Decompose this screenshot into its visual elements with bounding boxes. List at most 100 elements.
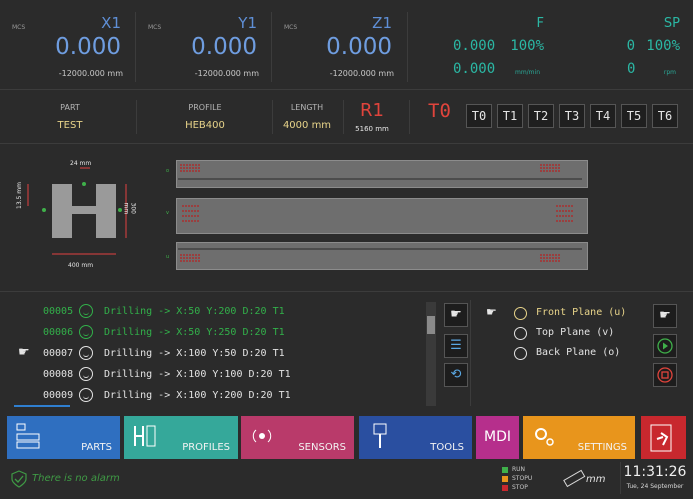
list-view-button[interactable]: ☰ [444, 334, 468, 358]
menu-sensors-button[interactable]: SENSORS [241, 416, 354, 459]
hole-marker [540, 170, 542, 172]
hole-marker [180, 164, 182, 166]
spindle-panel: SP 0 100% 0 rpm [548, 0, 683, 88]
hole-marker [192, 254, 194, 256]
hole-marker [568, 220, 570, 222]
length-value[interactable]: 4000 mm [282, 120, 332, 131]
hole-marker [552, 167, 554, 169]
shield-check-icon [11, 470, 27, 488]
axis-y-coord-system: MCS [148, 24, 162, 31]
dim-width: 400 mm [68, 262, 94, 269]
done-status-icon [79, 304, 93, 318]
hand-pointer-button[interactable]: ☛ [444, 303, 468, 327]
hole-marker [565, 220, 567, 222]
program-command: Drilling -> X:50 Y:250 D:20 T1 [104, 327, 285, 338]
hole-marker [558, 164, 560, 166]
hole-marker [549, 164, 551, 166]
hole-marker [562, 210, 564, 212]
program-command: Drilling -> X:100 Y:50 D:20 T1 [104, 348, 285, 359]
hole-marker [195, 164, 197, 166]
menu-settings-button[interactable]: SETTINGS [523, 416, 635, 459]
row-length: 5160 mm [355, 125, 389, 133]
run-led-icon [502, 467, 508, 473]
hole-marker [549, 254, 551, 256]
hole-marker [197, 210, 199, 212]
menu-tools-button[interactable]: TOOLS [359, 416, 472, 459]
beam-plane-o: o [166, 158, 588, 188]
program-row[interactable]: 00006 Drilling -> X:50 Y:250 D:20 T1 [10, 325, 410, 343]
plane-marker-v: v [166, 210, 169, 216]
tool-button-t0[interactable]: T0 [466, 104, 492, 128]
done-status-icon [79, 325, 93, 339]
alarm-message: There is no alarm [32, 473, 120, 484]
program-row[interactable]: 00008 Drilling -> X:100 Y:100 D:20 T1 [10, 367, 410, 385]
hole-marker [571, 215, 573, 217]
program-row[interactable]: ☛ 00007 Drilling -> X:100 Y:50 D:20 T1 [10, 345, 410, 364]
ruler-icon [563, 469, 586, 488]
smile-icon [514, 327, 527, 340]
tool-button-t6[interactable]: T6 [652, 104, 678, 128]
hole-marker [186, 257, 188, 259]
axis-x-panel: MCS X1 0.000 -12000.000 mm [0, 0, 135, 88]
hole-marker [543, 254, 545, 256]
hole-marker [558, 167, 560, 169]
exit-button[interactable] [641, 416, 686, 459]
hole-marker [186, 260, 188, 262]
plane-item-front[interactable]: Front Plane (u) [514, 307, 627, 320]
hand-pointer-button-right[interactable]: ☛ [653, 304, 677, 328]
clock-time: 11:31:26 [623, 464, 687, 480]
tool-button-t1[interactable]: T1 [497, 104, 523, 128]
menu-parts-button[interactable]: PARTS [7, 416, 120, 459]
program-scrollbar[interactable] [426, 302, 436, 406]
tool-button-t2[interactable]: T2 [528, 104, 554, 128]
tool-button-t3[interactable]: T3 [559, 104, 585, 128]
hole-marker [189, 254, 191, 256]
hole-marker [191, 220, 193, 222]
axis-y-panel: MCS Y1 0.000 -12000.000 mm [136, 0, 271, 88]
hole-marker [183, 167, 185, 169]
plane-item-top[interactable]: Top Plane (v) [514, 327, 614, 340]
alarm-status[interactable]: There is no alarm [10, 470, 210, 488]
hole-marker [189, 167, 191, 169]
axis-z-coord-system: MCS [284, 24, 298, 31]
hole-marker [555, 170, 557, 172]
hole-marker [188, 205, 190, 207]
tool-button-t5[interactable]: T5 [621, 104, 647, 128]
stop-button[interactable] [653, 363, 677, 387]
hole-marker [549, 257, 551, 259]
unit-toggle[interactable]: mm [562, 466, 612, 490]
hole-marker [183, 164, 185, 166]
program-row[interactable]: 00009 Drilling -> X:100 Y:200 D:20 T1 [10, 388, 410, 406]
part-value[interactable]: TEST [57, 120, 83, 131]
plane-item-back[interactable]: Back Plane (o) [514, 347, 620, 360]
hole-marker [556, 215, 558, 217]
start-button[interactable] [653, 334, 677, 358]
play-icon [657, 338, 673, 354]
axis-x-value: 0.000 [55, 34, 121, 60]
spindle-value: 0 [626, 38, 635, 54]
menu-mdi-button[interactable]: MDI [476, 416, 519, 459]
tool-button-t4[interactable]: T4 [590, 104, 616, 128]
refresh-button[interactable]: ⟲ [444, 363, 468, 387]
axis-x-limit: -12000.000 mm [58, 69, 123, 78]
hole-marker [194, 220, 196, 222]
hole-marker [180, 260, 182, 262]
program-command: Drilling -> X:100 Y:100 D:20 T1 [104, 369, 291, 380]
part-label: PART [60, 103, 80, 112]
hole-marker [555, 254, 557, 256]
hole-marker [194, 210, 196, 212]
program-row[interactable]: 00005 Drilling -> X:50 Y:200 D:20 T1 [10, 304, 410, 322]
pending-status-icon [79, 346, 93, 360]
plane-label: Front Plane (u) [536, 307, 627, 318]
pending-status-icon [79, 388, 93, 402]
hole-marker [556, 205, 558, 207]
menu-profiles-button[interactable]: PROFILES [124, 416, 238, 459]
profile-value[interactable]: HEB400 [185, 120, 225, 131]
program-list[interactable]: 00005 Drilling -> X:50 Y:200 D:20 T1 000… [0, 300, 430, 406]
hole-marker [555, 260, 557, 262]
hole-marker [198, 164, 200, 166]
program-progress-bar [14, 405, 70, 407]
hole-marker [565, 210, 567, 212]
hole-marker [559, 220, 561, 222]
hole-marker [191, 210, 193, 212]
